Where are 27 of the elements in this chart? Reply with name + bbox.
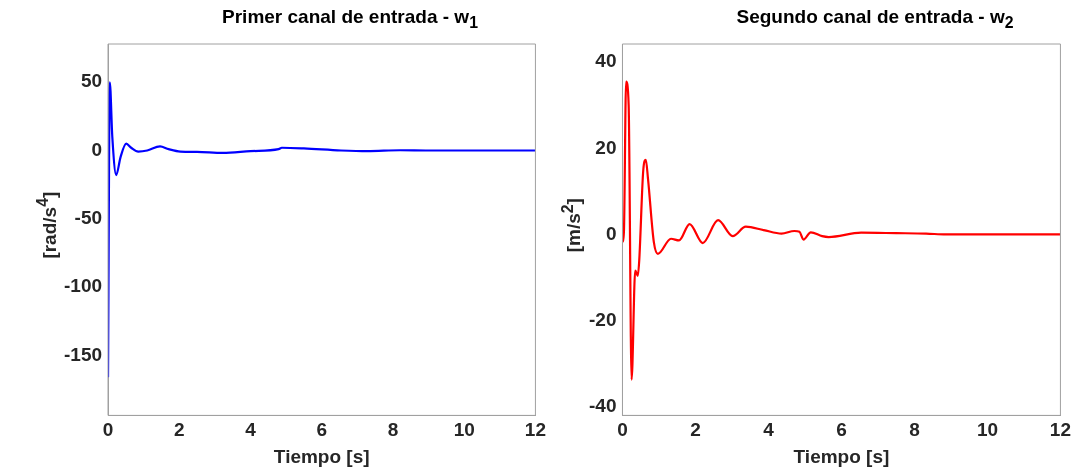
x-tick-label: 4	[245, 419, 257, 441]
line-series	[622, 80, 1061, 381]
chart-title: Primer canal de entrada - w$_{1}$	[221, 6, 479, 32]
y-tick-label: -40	[588, 395, 617, 417]
x-tick-label: 6	[836, 419, 847, 441]
x-tick-label: 2	[173, 419, 185, 441]
y-tick-label: 0	[605, 222, 617, 244]
x-tick-label: 10	[976, 419, 999, 441]
y-tick-label: 40	[595, 50, 617, 72]
x-tick-label: 6	[316, 419, 328, 441]
y-tick-label: 50	[80, 70, 103, 92]
x-tick-label: 12	[524, 419, 546, 441]
x-tick-label: 12	[1049, 419, 1071, 441]
y-tick-label: -100	[64, 275, 103, 297]
x-axis-title: Tiempo [s]	[793, 445, 890, 467]
y-tick-label: -150	[64, 343, 103, 365]
chart-title: Segundo canal de entrada - w$_{2}$	[735, 6, 1015, 32]
x-axis-title: Tiempo [s]	[273, 445, 370, 467]
x-tick-label: 8	[387, 419, 399, 441]
y-tick-label: 0	[91, 138, 103, 160]
y-tick-label: 20	[595, 136, 617, 158]
x-tick-label: 8	[909, 419, 920, 441]
x-tick-label: 4	[763, 419, 775, 441]
y-tick-label: -50	[74, 207, 103, 229]
x-tick-label: 2	[690, 419, 701, 441]
x-tick-label: 10	[453, 419, 475, 441]
y-tick-label: -20	[588, 308, 617, 330]
